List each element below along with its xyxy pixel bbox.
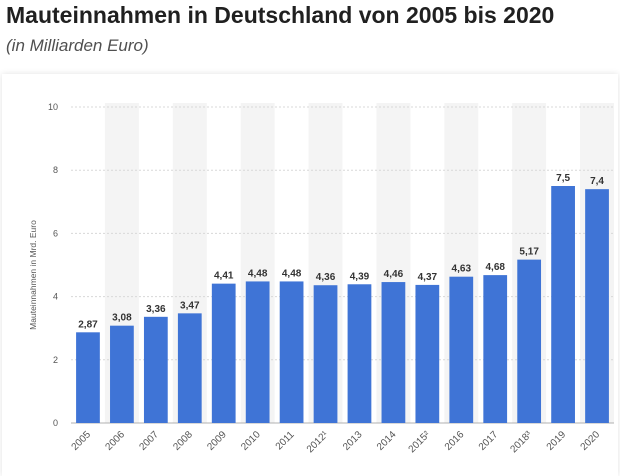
value-label: 4,39 [350,271,370,282]
bar[interactable] [517,260,541,423]
y-tick-label: 2 [53,355,58,365]
value-label: 7,5 [556,173,570,184]
y-tick-label: 6 [53,228,58,238]
y-tick-label: 8 [53,165,58,175]
value-label: 4,36 [316,272,336,283]
bar[interactable] [178,313,202,423]
x-tick-label: 2008 [171,429,195,453]
page-subtitle: (in Milliarden Euro) [6,36,149,56]
x-tick-label: 2011 [274,429,297,452]
x-tick-label: 2012¹ [305,429,331,455]
value-label: 7,4 [590,176,604,187]
bar[interactable] [76,332,100,423]
x-tick-label: 2009 [205,429,229,453]
bar[interactable] [314,285,338,423]
value-label: 4,48 [282,268,302,279]
x-tick-label: 2006 [104,429,128,453]
bar[interactable] [212,284,236,423]
x-tick-label: 2018³ [508,429,534,455]
bar[interactable] [348,284,372,423]
y-tick-label: 0 [53,418,58,428]
y-tick-label: 10 [48,102,58,112]
bar-chart: 0 2 4 6 8 10 Mauteinnahmen in Mrd. Euro 2,87 3… [2,74,618,476]
x-tick-label: 2005 [70,429,94,453]
x-tick-label: 2017 [477,429,501,453]
x-tick-label: 2014 [375,429,399,453]
value-label: 3,47 [180,300,200,311]
y-axis-label: Mauteinnahmen in Mrd. Euro [28,220,38,330]
bar[interactable] [585,189,609,423]
bar[interactable] [449,277,473,423]
value-label: 4,48 [248,268,268,279]
y-axis-ticks: 0 2 4 6 8 10 [48,102,58,428]
chart-card: 0 2 4 6 8 10 Mauteinnahmen in Mrd. Euro 2,87 3… [2,74,618,476]
bar[interactable] [483,275,507,423]
bar[interactable] [415,285,439,423]
value-label: 3,36 [146,304,166,315]
value-label: 4,68 [485,262,505,273]
bar[interactable] [382,282,406,423]
x-tick-label: 2016 [443,429,467,453]
value-label: 4,46 [384,269,404,280]
page-title: Mauteinnahmen in Deutschland von 2005 bi… [6,2,554,29]
bar[interactable] [551,186,575,423]
value-label: 4,41 [214,271,234,282]
bar[interactable] [280,281,304,423]
x-tick-label: 2019 [545,429,569,453]
value-label: 4,63 [452,264,472,275]
bar[interactable] [246,281,270,423]
value-label: 3,08 [112,313,132,324]
value-label: 5,17 [519,247,539,258]
x-tick-label: 2015² [407,429,433,455]
x-tick-label: 2013 [341,429,365,453]
x-tick-label: 2020 [579,429,603,453]
x-axis-ticks: 2005 2006 2007 2008 2009 2010 2011 2012¹ 2013 201… [70,429,603,455]
value-label: 2,87 [78,319,98,330]
y-tick-label: 4 [53,292,58,302]
x-tick-label: 2010 [239,429,263,453]
bar[interactable] [144,317,168,423]
bar[interactable] [110,326,134,423]
value-label: 4,37 [418,272,438,283]
x-tick-label: 2007 [137,429,161,453]
